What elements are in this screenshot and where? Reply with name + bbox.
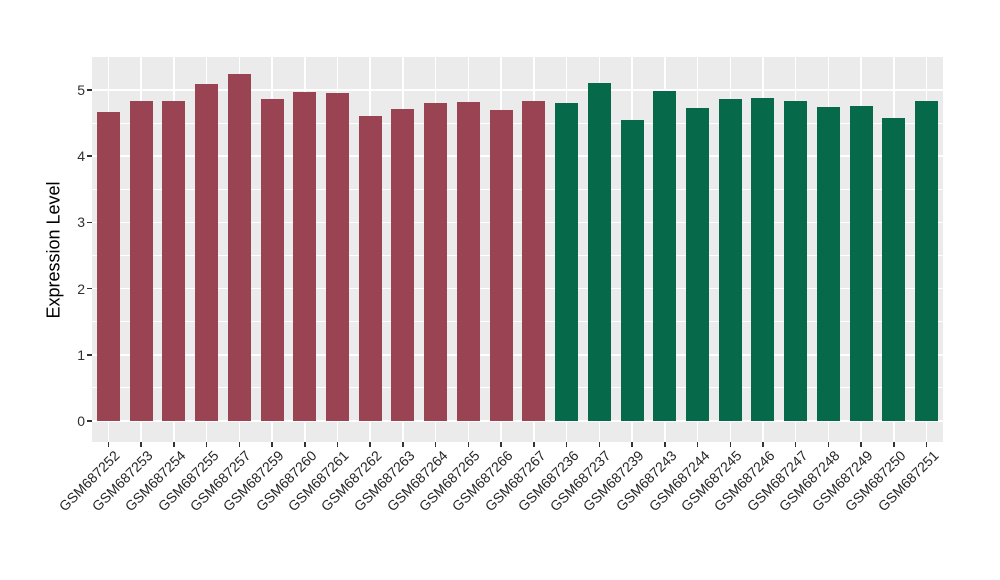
bar-GSM687252 [96,111,120,421]
x-tick-mark [271,442,273,447]
x-tick-mark [336,442,339,447]
x-tick-mark [107,442,110,447]
x-tick-mark [173,442,175,447]
y-minor-gridline [92,188,943,190]
x-tick-mark [369,442,371,447]
x-tick-mark [238,442,241,447]
y-tick-mark [87,89,92,91]
bar-GSM687260 [293,91,317,421]
y-major-gridline [92,89,943,91]
y-tick-mark [87,221,92,224]
bar-GSM687244 [686,107,710,421]
x-tick-mark [729,442,731,447]
bar-GSM687263 [391,109,415,421]
y-tick-label: 2 [77,280,85,297]
y-tick-label: 3 [77,214,85,231]
y-tick-label: 1 [77,346,85,363]
bar-GSM687264 [424,102,448,421]
x-tick-mark [140,442,142,447]
x-tick-mark [762,442,764,447]
bar-GSM687257 [227,74,251,421]
x-tick-mark [598,442,601,447]
y-major-gridline [92,420,943,422]
y-minor-gridline [92,387,943,389]
bar-GSM687239 [620,120,644,421]
x-tick-mark [631,442,633,447]
x-tick-mark [205,442,208,447]
x-tick-mark [565,442,568,447]
bar-GSM687254 [162,101,186,421]
y-major-gridline [92,287,943,290]
bar-GSM687250 [882,118,906,421]
x-tick-mark [664,442,666,447]
bar-GSM687245 [718,98,742,421]
x-tick-mark [696,442,699,447]
y-tick-label: 4 [77,148,85,165]
x-tick-mark [434,442,437,447]
y-major-gridline [92,354,943,356]
y-tick-label: 0 [77,413,85,429]
y-major-gridline [92,155,943,157]
bar-GSM687262 [358,116,382,421]
y-major-gridline [92,221,943,224]
bar-GSM687247 [784,100,808,421]
y-tick-mark [87,155,92,157]
bar-GSM687248 [816,106,840,421]
y-minor-gridline [92,255,943,256]
x-tick-mark [402,442,404,447]
y-tick-mark [87,420,92,422]
x-tick-mark [893,442,895,447]
x-tick-mark [827,442,830,447]
x-tick-mark [500,442,502,447]
plot-panel [92,57,943,442]
y-axis-title: Expression Level [43,180,63,319]
x-tick-mark [794,442,797,447]
x-tick-mark [860,442,862,447]
bar-GSM687249 [849,105,873,421]
y-tick-label: 5 [77,82,85,98]
x-tick-mark [304,442,306,447]
bar-GSM687259 [260,99,284,421]
x-tick-mark [533,442,535,447]
bar-GSM687261 [325,93,349,421]
bar-GSM687251 [915,100,939,421]
bar-GSM687267 [522,100,546,421]
y-minor-gridline [92,122,943,124]
bar-GSM687266 [489,109,513,421]
bar-GSM687237 [587,83,611,421]
bar-GSM687243 [653,91,677,421]
y-minor-gridline [92,321,943,323]
y-tick-mark [87,354,92,356]
x-tick-mark [467,442,470,447]
bar-GSM687236 [555,102,579,421]
bar-GSM687255 [195,84,219,421]
y-tick-mark [87,287,92,290]
bar-GSM687246 [751,97,775,421]
x-tick-mark [925,442,928,447]
bar-GSM687253 [129,101,153,421]
bar-GSM687265 [456,101,480,421]
